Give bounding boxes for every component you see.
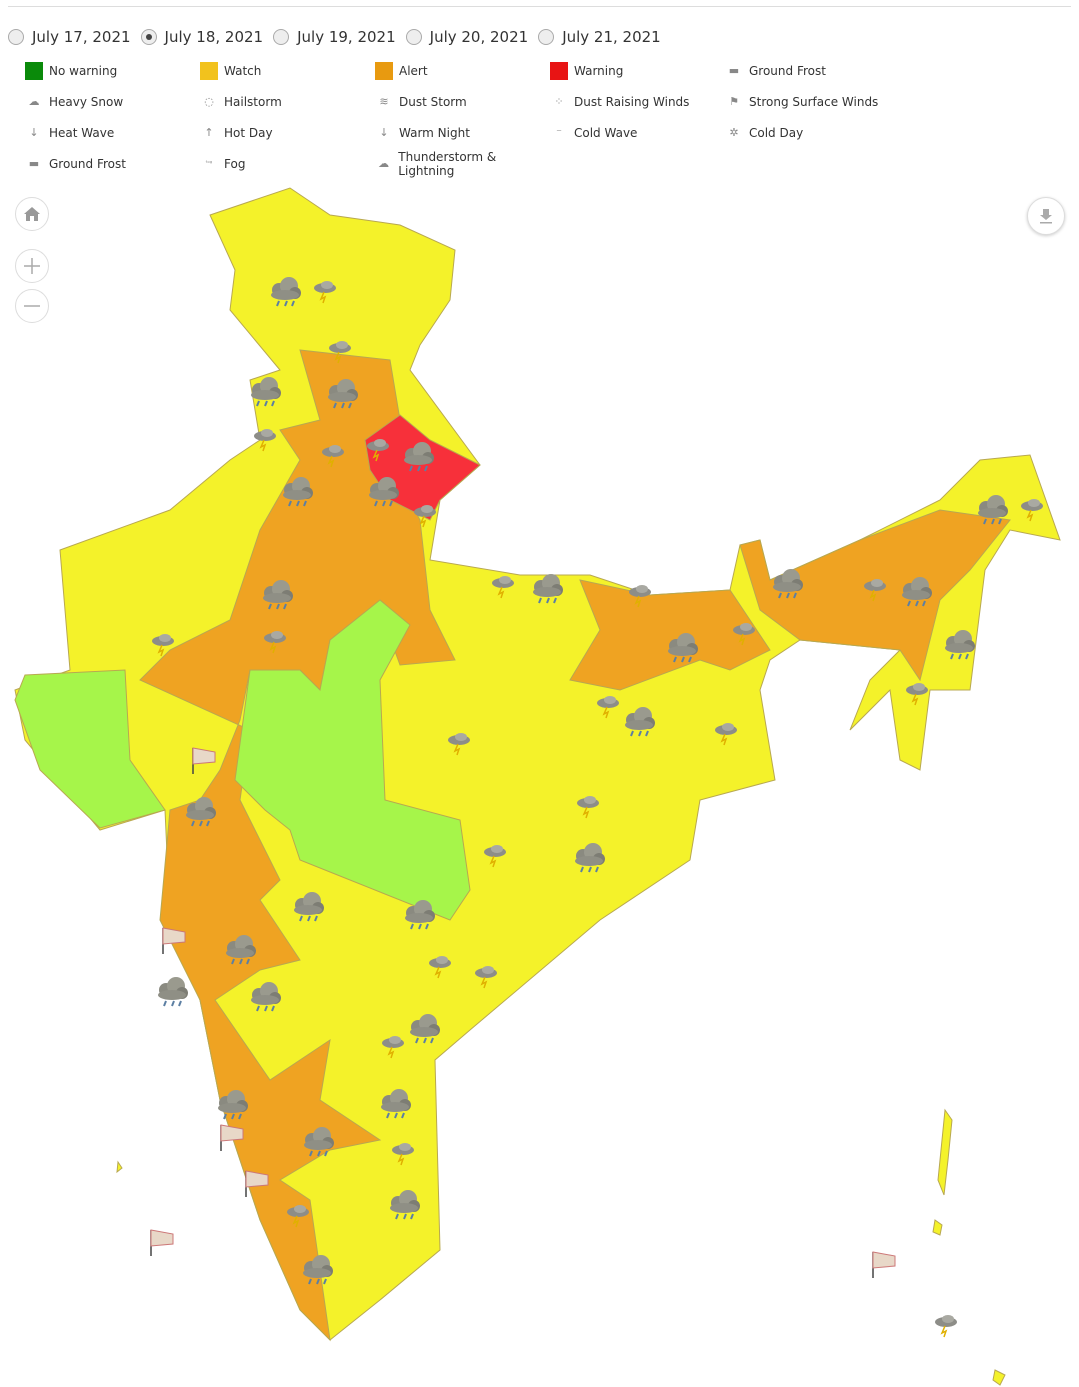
legend-label: No warning [49, 63, 118, 78]
legend-icon: ⁘ [554, 95, 564, 108]
home-button[interactable] [15, 197, 49, 231]
legend-item: ✲ Cold Day [725, 122, 900, 143]
legend-label: Cold Day [749, 125, 804, 140]
legend-item: ⁘ Dust Raising Winds [550, 91, 725, 112]
legend-icon: ≋ [379, 95, 389, 108]
legend-swatch [550, 61, 568, 80]
legend-item: ⚑ Strong Surface Winds [725, 91, 900, 112]
legend-icon: ▬ [728, 64, 740, 77]
legend-label: Ground Frost [49, 156, 126, 171]
legend-icon: ⚑ [729, 95, 739, 108]
legend-item: ◌ Hailstorm [200, 91, 375, 112]
legend-label: Thunderstorm & Lightning [398, 149, 497, 178]
legend-item: ☁ Thunderstorm & Lightning [375, 150, 550, 178]
legend-label: Alert [399, 63, 428, 78]
legend-item: Watch [200, 60, 375, 81]
legend-label: Heat Wave [49, 125, 115, 140]
legend-icon: ☁ [378, 157, 390, 170]
date-label: July 19, 2021 [297, 28, 396, 46]
map-regions [14, 187, 1061, 1386]
radio-button[interactable] [273, 29, 290, 45]
plus-icon [24, 258, 40, 274]
legend-label: Dust Raising Winds [574, 94, 690, 109]
zoom-out-button[interactable] [15, 289, 49, 323]
legend-icon: ᶠᵒᵍ [205, 160, 213, 167]
date-label: July 17, 2021 [32, 28, 131, 46]
region-no-warning [234, 599, 471, 921]
legend-icon: ↓ [29, 126, 39, 139]
region-no-warning [14, 669, 166, 829]
region-watch [14, 187, 1061, 1341]
radio-button[interactable] [538, 29, 555, 45]
legend-item: ▬ Ground Frost [725, 60, 900, 81]
divider [8, 6, 1071, 7]
zoom-in-button[interactable] [15, 249, 49, 283]
legend-swatch [25, 61, 43, 80]
legend-item: ↓ Warm Night [375, 122, 550, 143]
legend-label: Dust Storm [399, 94, 467, 109]
legend-label: Warning [574, 63, 624, 78]
legend-label: Cold Wave [574, 125, 638, 140]
date-label: July 20, 2021 [429, 28, 529, 46]
legend-item: ↑ Hot Day [200, 122, 375, 143]
legend-item: ᶠᵒᵍ Fog [200, 153, 375, 174]
legend-label: Warm Night [399, 125, 470, 140]
legend-swatch [375, 61, 393, 80]
legend-label: Fog [224, 156, 246, 171]
date-label: July 18, 2021 [164, 28, 264, 46]
download-button[interactable] [1027, 197, 1065, 235]
radio-button[interactable] [8, 29, 24, 45]
legend-icon: ▬ [28, 157, 40, 170]
legend-label: Heavy Snow [49, 94, 124, 109]
legend-item: ≋ Dust Storm [375, 91, 550, 112]
legend-icon: ◌ [204, 95, 214, 108]
legend-label: Hot Day [224, 125, 273, 140]
legend-icon: ☁ [28, 95, 40, 108]
home-icon [24, 207, 40, 221]
legend-item: No warning [25, 60, 200, 81]
date-option[interactable]: July 20, 2021 [405, 28, 529, 46]
date-option[interactable]: July 21, 2021 [538, 28, 661, 46]
legend-label: Ground Frost [749, 63, 826, 78]
legend: No warning Watch Alert Warning ▬ Ground Frost… [25, 60, 900, 178]
legend-swatch [200, 61, 218, 80]
date-label: July 21, 2021 [562, 28, 661, 46]
legend-item: ⁻ Cold Wave [550, 122, 725, 143]
minus-icon [24, 305, 40, 307]
legend-icon: ↓ [379, 126, 389, 139]
date-option[interactable]: July 17, 2021 [8, 28, 131, 46]
legend-item: ☁ Heavy Snow [25, 91, 200, 112]
radio-button[interactable] [405, 29, 422, 45]
island [116, 1108, 1006, 1386]
legend-item: Warning [550, 60, 725, 81]
date-option[interactable]: July 19, 2021 [273, 28, 396, 46]
legend-item: Alert [375, 60, 550, 81]
legend-icon: ↑ [204, 126, 214, 139]
legend-label: Watch [224, 63, 262, 78]
radio-button[interactable] [140, 29, 157, 45]
date-selector: July 17, 2021 July 18, 2021 July 19, 2021 J… [8, 28, 663, 46]
region-alert [569, 579, 771, 691]
legend-label: Hailstorm [224, 94, 282, 109]
date-option[interactable]: July 18, 2021 [140, 28, 264, 46]
legend-icon: ⁻ [556, 126, 562, 139]
legend-label: Strong Surface Winds [749, 94, 879, 109]
legend-item: ↓ Heat Wave [25, 122, 200, 143]
legend-icon: ✲ [729, 126, 739, 139]
legend-item: ▬ Ground Frost [25, 153, 200, 174]
download-icon [1040, 209, 1052, 224]
